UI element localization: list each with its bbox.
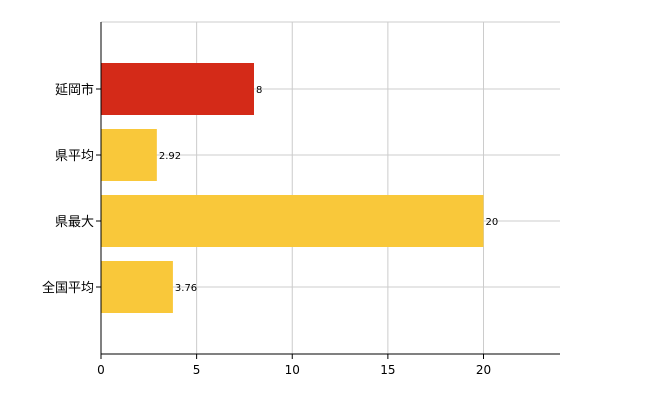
data-label-3: 3.76 bbox=[175, 283, 197, 294]
x-tick-label-4: 20 bbox=[476, 363, 491, 377]
x-tick-label-0: 0 bbox=[97, 363, 105, 377]
data-label-0: 8 bbox=[256, 85, 262, 96]
category-label-1: 県平均 bbox=[55, 149, 94, 164]
category-label-3: 全国平均 bbox=[42, 280, 94, 296]
x-axis-ticks: 0 5 10 15 20 bbox=[97, 354, 491, 377]
data-label-2: 20 bbox=[486, 217, 499, 228]
bar-2 bbox=[101, 195, 484, 247]
bar-0 bbox=[101, 63, 254, 115]
bars bbox=[101, 63, 484, 313]
x-tick-label-3: 15 bbox=[380, 363, 395, 377]
x-tick-label-2: 10 bbox=[285, 363, 300, 377]
category-label-0: 延岡市 bbox=[55, 82, 94, 98]
bar-1 bbox=[101, 129, 157, 181]
data-label-1: 2.92 bbox=[159, 151, 181, 162]
data-labels: 8 2.92 20 3.76 bbox=[159, 85, 498, 294]
category-label-2: 県最大 bbox=[55, 215, 94, 230]
bar-3 bbox=[101, 261, 173, 313]
x-tick-label-1: 5 bbox=[193, 363, 201, 377]
